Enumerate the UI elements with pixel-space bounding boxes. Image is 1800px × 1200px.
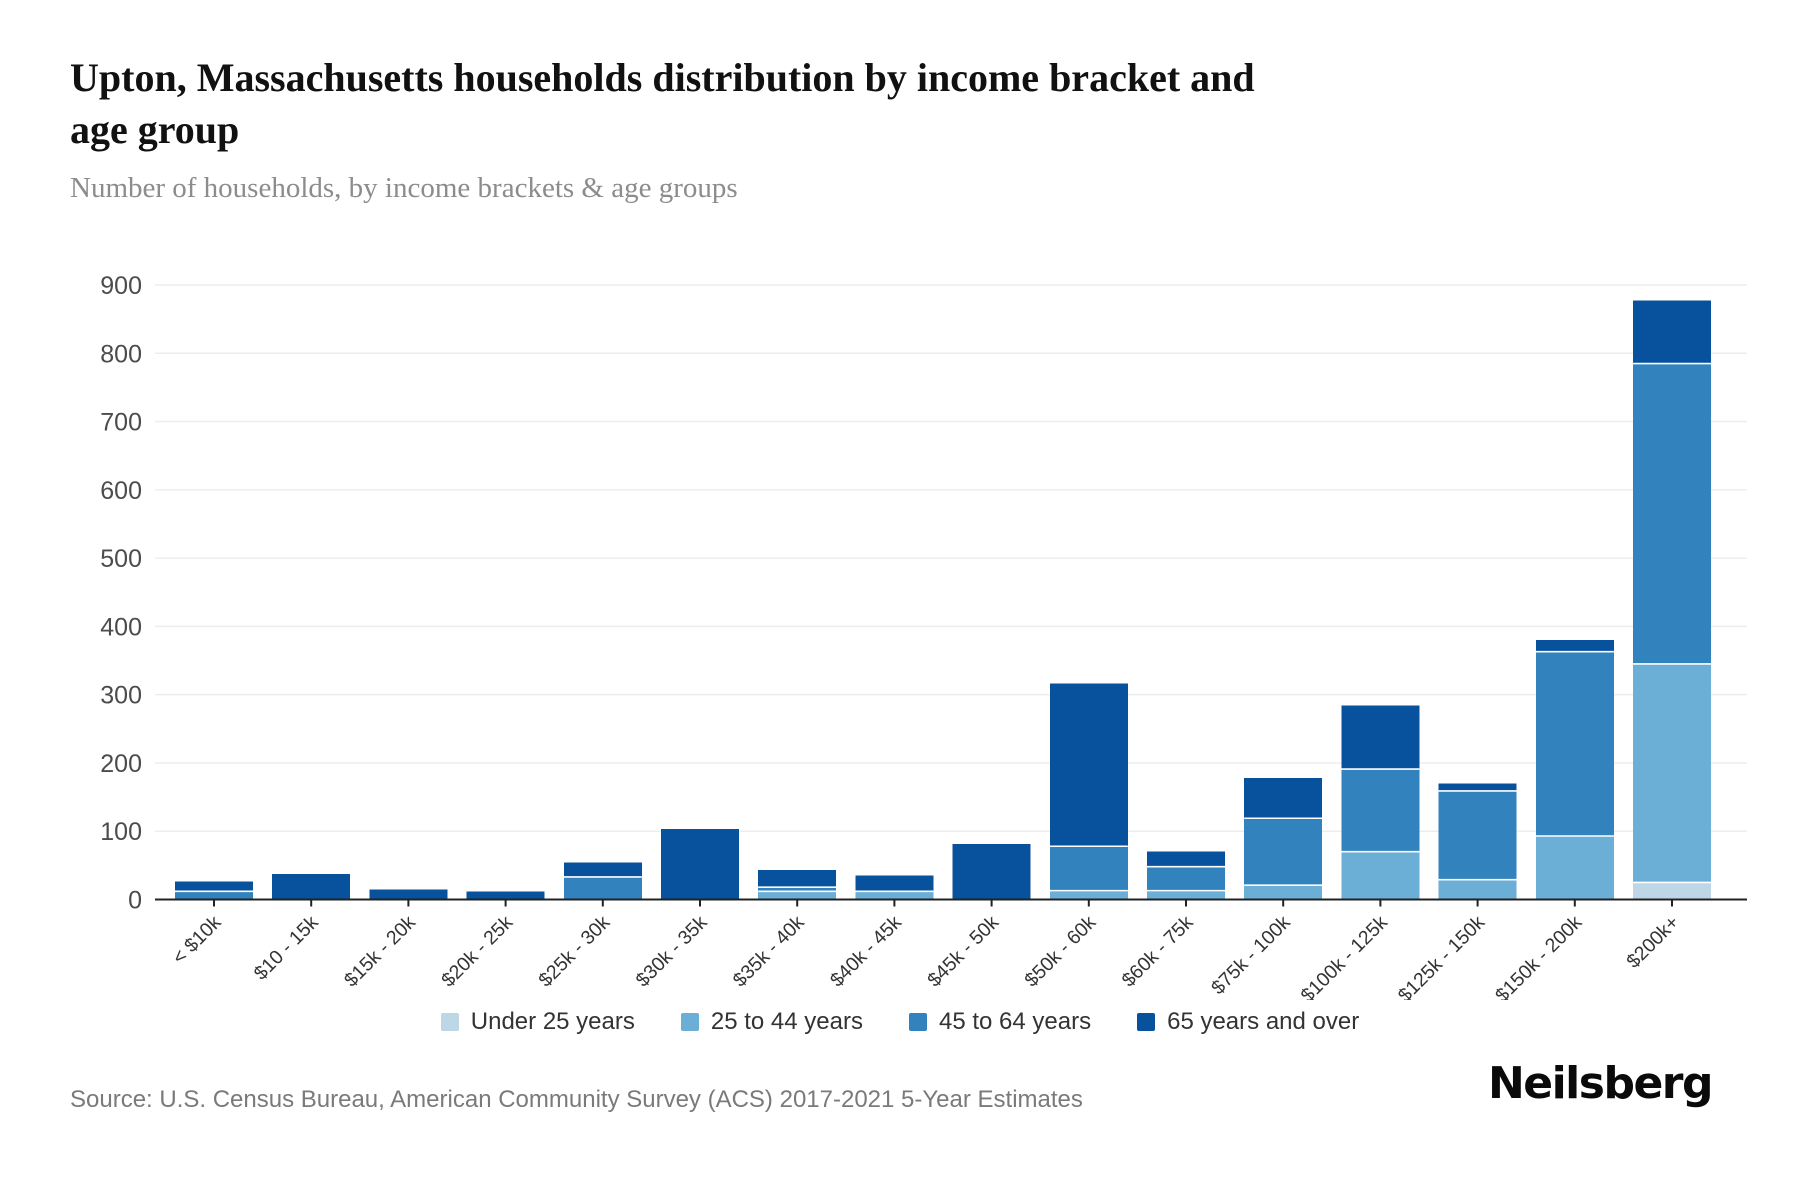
legend-item-under-25: Under 25 years xyxy=(440,1008,635,1036)
legend-label: 25 to 44 years xyxy=(710,1008,863,1035)
chart-title: Upton, Massachusetts households distribu… xyxy=(70,52,1570,156)
x-axis-tick-label: $125k - 150k xyxy=(1394,911,1489,1000)
bar-segment xyxy=(272,874,351,900)
bar-segment xyxy=(1341,705,1420,770)
chart-title-line1: Upton, Massachusetts households distribu… xyxy=(70,55,1255,100)
stacked-bar-chart: < $10k $10 - 15k $15k - 20k $20k - 25k $25k … xyxy=(100,272,1747,1000)
legend-swatch-under-25 xyxy=(440,1013,459,1031)
bar-segment xyxy=(661,829,739,900)
bar-segment xyxy=(1438,790,1517,880)
legend-item-25-to-44: 25 to 44 years xyxy=(680,1008,863,1036)
chart-title-line2: age group xyxy=(70,107,240,152)
x-axis-tick-label: $50k - 60k xyxy=(1020,911,1100,991)
neilsberg-logo: Neilsberg xyxy=(1487,1058,1714,1109)
bar-segment xyxy=(1633,300,1711,364)
x-axis-tick-label: $10 - 15k xyxy=(250,911,323,984)
bar-segment xyxy=(1147,866,1225,891)
y-axis-tick-label: 400 xyxy=(100,613,142,641)
x-axis-tick-label: $100k - 125k xyxy=(1297,911,1392,1000)
legend-item-65-and-over: 65 years and over xyxy=(1137,1008,1359,1036)
bar-segment xyxy=(952,844,1031,900)
x-axis-tick-label: $25k - 30k xyxy=(534,911,614,991)
x-axis-tick-label: $200k+ xyxy=(1622,911,1683,972)
y-axis-tick-label: 900 xyxy=(100,272,142,300)
x-axis-tick-label: $30k - 35k xyxy=(632,911,712,991)
chart-legend: Under 25 years 25 to 44 years 45 to 64 y… xyxy=(0,1008,1800,1036)
bar-segment xyxy=(1341,769,1420,852)
bar-segment xyxy=(758,870,837,888)
y-axis-tick-label: 800 xyxy=(100,340,142,368)
bar-segment xyxy=(1049,846,1128,891)
bar-segment xyxy=(1049,683,1128,847)
bar-segment xyxy=(1244,818,1323,886)
y-axis-tick-label: 0 xyxy=(128,887,142,915)
bar-segment xyxy=(369,889,448,900)
x-axis-tick-label: $15k - 20k xyxy=(340,911,420,991)
legend-label: 45 to 64 years xyxy=(938,1008,1092,1035)
legend-swatch-25-to-44 xyxy=(680,1013,699,1031)
legend-label: Under 25 years xyxy=(470,1008,635,1035)
bar-segment xyxy=(1341,851,1420,900)
x-axis-tick-label: < $10k xyxy=(168,911,226,969)
y-axis-tick-label: 500 xyxy=(100,545,142,573)
legend-swatch-65-and-over xyxy=(1137,1013,1156,1031)
bar-segment xyxy=(1438,879,1517,900)
y-axis-tick-label: 700 xyxy=(100,409,142,437)
x-axis-tick-label: $35k - 40k xyxy=(729,911,809,991)
y-axis-tick-label: 200 xyxy=(100,750,142,778)
bar-segment xyxy=(1633,882,1711,900)
bar-segment xyxy=(855,875,934,892)
bar-segment xyxy=(1535,640,1614,652)
y-axis-tick-label: 100 xyxy=(100,818,142,846)
source-attribution: Source: U.S. Census Bureau, American Com… xyxy=(70,1086,1083,1113)
bar-segment xyxy=(1147,851,1225,867)
bar-segment xyxy=(1438,783,1517,791)
bar-segment xyxy=(1049,890,1128,900)
x-axis-tick-label: $20k - 25k xyxy=(437,911,517,991)
x-axis-tick-label: $60k - 75k xyxy=(1118,911,1198,991)
y-axis-tick-label: 600 xyxy=(100,477,142,505)
bar-segment xyxy=(1535,651,1614,837)
legend-label: 65 years and over xyxy=(1167,1008,1360,1035)
bar-segment xyxy=(758,891,837,900)
bar-segment xyxy=(758,887,837,892)
x-axis-tick-label: $150k - 200k xyxy=(1491,911,1586,1000)
bar-segment xyxy=(1244,885,1323,900)
bar-segment xyxy=(1147,890,1225,900)
x-axis-tick-label: $40k - 45k xyxy=(826,911,906,991)
x-axis-tick-label: $45k - 50k xyxy=(923,911,1003,991)
bar-segment xyxy=(563,862,642,877)
bar-segment xyxy=(1535,836,1614,900)
legend-swatch-45-to-64 xyxy=(908,1013,927,1031)
bar-segment xyxy=(563,876,642,900)
bar-segment xyxy=(466,891,545,900)
bar-segment xyxy=(175,881,253,892)
bar-segment xyxy=(1244,777,1323,819)
bar-segment xyxy=(855,891,934,900)
bar-segment xyxy=(1633,663,1711,883)
legend-item-45-to-64: 45 to 64 years xyxy=(908,1008,1092,1036)
chart-subtitle: Number of households, by income brackets… xyxy=(70,172,738,204)
y-axis-tick-label: 300 xyxy=(100,682,142,710)
bar-segment xyxy=(175,891,253,900)
x-axis-tick-label: $75k - 100k xyxy=(1207,911,1295,999)
bar-segment xyxy=(1633,363,1711,664)
